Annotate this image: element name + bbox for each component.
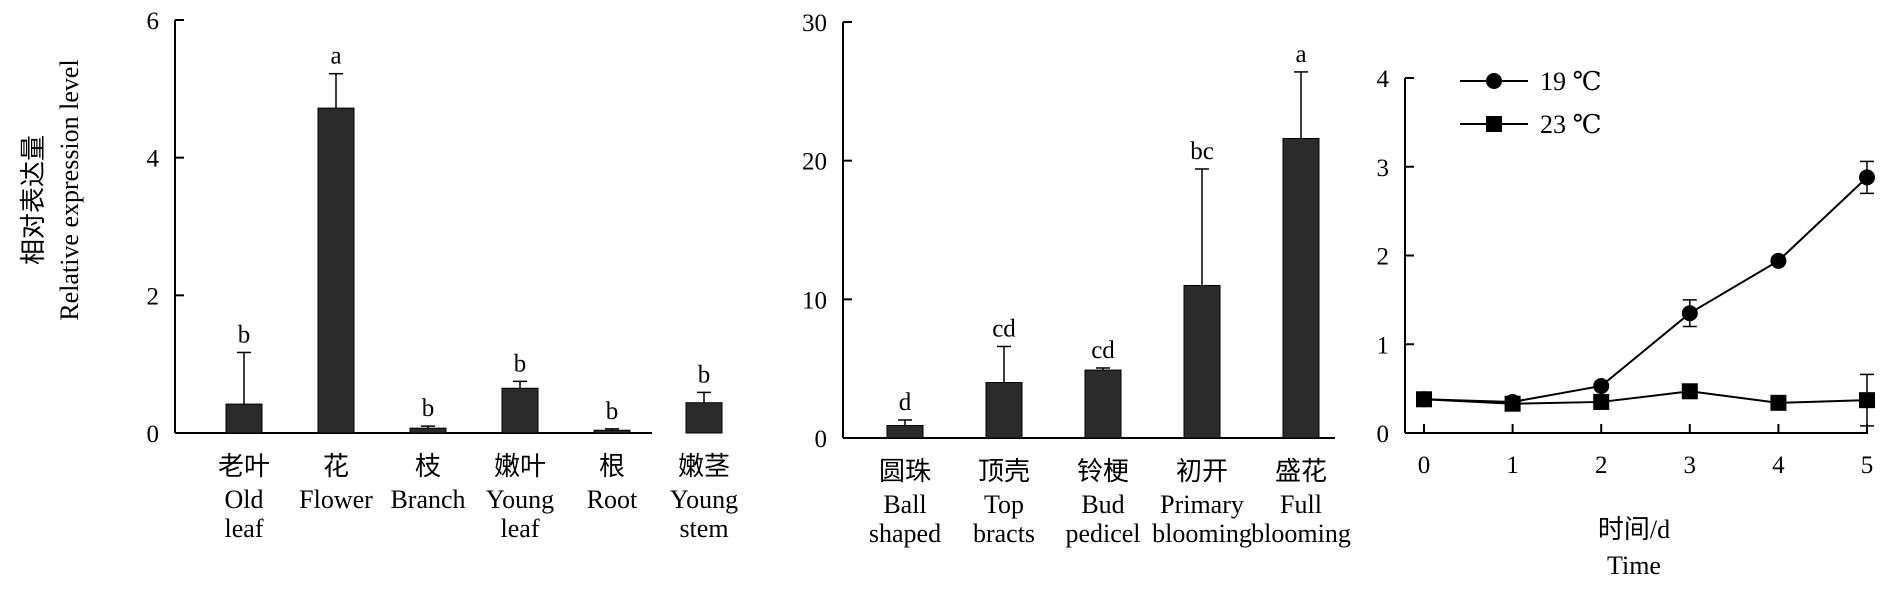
y-tick-label: 2 — [147, 283, 160, 310]
category-label-zh: 顶壳 — [978, 457, 1030, 486]
significance-letter: a — [330, 43, 341, 70]
data-point-square — [1770, 394, 1787, 411]
data-point-square — [1593, 393, 1610, 410]
y-tick-label: 20 — [802, 149, 827, 176]
significance-letter: b — [238, 321, 251, 348]
x-tick-label: 2 — [1595, 452, 1608, 479]
data-point-square — [1681, 383, 1698, 400]
category-label-zh: 盛花 — [1275, 457, 1327, 486]
y-tick-label: 3 — [1377, 155, 1390, 182]
y-tick-label: 6 — [147, 8, 160, 35]
legend-marker-square — [1486, 116, 1502, 132]
significance-letter: b — [698, 361, 711, 388]
bar — [1183, 284, 1221, 439]
legend-marker-circle — [1486, 73, 1502, 89]
category-label-en: leaf — [225, 514, 264, 543]
legend-label: 19 ℃ — [1540, 67, 1602, 96]
x-tick-label: 3 — [1684, 452, 1697, 479]
category-label-en: bracts — [973, 519, 1035, 548]
significance-letter: a — [1295, 41, 1306, 68]
tissue-expression-chart: 0246b老叶Oldleafa花Flowerb枝Branchb嫩叶Youngle… — [147, 8, 739, 543]
y-tick-label: 10 — [802, 287, 827, 314]
significance-letter: bc — [1190, 138, 1214, 165]
category-label-en: Bud — [1081, 490, 1124, 519]
y-tick-label: 0 — [815, 426, 828, 453]
significance-letter: b — [514, 350, 527, 377]
x-tick-label: 1 — [1506, 452, 1519, 479]
category-label-en: leaf — [501, 514, 540, 543]
category-label-zh: 铃梗 — [1077, 457, 1129, 486]
y-tick-label: 4 — [1377, 66, 1390, 93]
significance-letter: cd — [992, 315, 1016, 342]
category-label-zh: 嫩叶 — [494, 452, 546, 481]
category-label-en: pedicel — [1065, 519, 1140, 548]
bar — [1282, 137, 1320, 439]
bar — [409, 427, 447, 434]
category-label-en: Young — [486, 485, 554, 514]
significance-letter: cd — [1091, 337, 1115, 364]
category-label-zh: 嫩茎 — [678, 452, 730, 481]
temperature-time-course-chart: 0 1 2 3 4 0 1 2 3 4 5 时间/d Time 19 ℃ 23 ℃ — [1377, 66, 1875, 580]
y-tick-label: 0 — [147, 421, 160, 448]
significance-letter: d — [899, 389, 912, 416]
category-label-zh: 根 — [599, 452, 625, 481]
bar — [985, 382, 1023, 439]
y-tick-label: 30 — [802, 10, 827, 37]
series-line — [1423, 390, 1868, 405]
category-label-zh: 初开 — [1176, 457, 1228, 486]
x-axis-label-zh: 时间/d — [1598, 515, 1670, 544]
significance-letter: b — [606, 398, 619, 425]
category-label-en: Root — [587, 485, 638, 514]
category-label-en: Young — [670, 485, 738, 514]
data-point-circle — [1770, 252, 1787, 269]
bar — [685, 402, 723, 434]
data-point-square — [1416, 391, 1432, 408]
data-point-square — [1859, 392, 1875, 409]
category-label-en: Primary — [1160, 490, 1244, 519]
category-label-en: Branch — [390, 485, 465, 514]
category-label-en: shaped — [869, 519, 941, 548]
bar — [886, 425, 924, 439]
data-point-square — [1504, 395, 1521, 412]
category-label-zh: 圆珠 — [879, 457, 931, 486]
y-tick-label: 4 — [147, 146, 160, 173]
category-label-en: Ball — [883, 490, 926, 519]
y-axis-label-zh: 相对表达量 — [19, 135, 48, 265]
significance-letter: b — [422, 395, 435, 422]
x-tick-label: 4 — [1772, 452, 1785, 479]
data-point-circle — [1593, 377, 1610, 394]
bar — [593, 429, 631, 434]
y-tick-label: 2 — [1377, 244, 1390, 271]
category-label-en: Full — [1280, 490, 1322, 519]
y-tick-label: 1 — [1377, 332, 1390, 359]
bar — [225, 403, 263, 434]
legend-label: 23 ℃ — [1540, 110, 1602, 139]
bar — [1084, 369, 1122, 439]
category-label-en: stem — [679, 514, 728, 543]
series-line — [1423, 176, 1868, 403]
category-label-zh: 枝 — [415, 452, 441, 481]
bar — [501, 387, 539, 434]
x-tick-label: 0 — [1418, 452, 1431, 479]
category-label-en: blooming — [1251, 519, 1351, 548]
data-point-circle — [1681, 305, 1698, 322]
category-label-en: Flower — [299, 485, 373, 514]
y-tick-label: 0 — [1377, 421, 1390, 448]
x-tick-label: 5 — [1861, 452, 1874, 479]
category-label-zh: 花 — [323, 452, 349, 481]
category-label-zh: 老叶 — [218, 452, 270, 481]
category-label-en: Top — [984, 490, 1024, 519]
bar — [317, 107, 355, 434]
x-axis-label-en: Time — [1607, 551, 1661, 580]
y-axis-label-en: Relative expression level — [55, 59, 84, 320]
category-label-en: Old — [225, 485, 264, 514]
data-point-circle — [1859, 169, 1875, 186]
category-label-en: blooming — [1152, 519, 1252, 548]
